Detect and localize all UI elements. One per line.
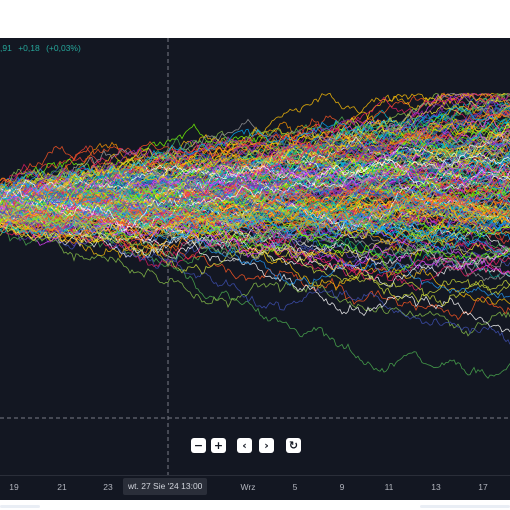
monte-carlo-plot[interactable] bbox=[0, 38, 510, 475]
simulation-path bbox=[0, 183, 510, 299]
time-tick: 21 bbox=[57, 482, 67, 492]
reset-icon: ↻ bbox=[288, 439, 299, 452]
zoom-in-button[interactable]: + bbox=[211, 438, 226, 453]
simulation-path bbox=[0, 183, 510, 245]
simulation-path bbox=[0, 197, 510, 243]
chart-pane[interactable] bbox=[0, 38, 510, 500]
simulation-path bbox=[0, 204, 510, 269]
zoom-in-icon: + bbox=[213, 439, 224, 452]
simulation-path bbox=[0, 153, 510, 216]
simulation-path bbox=[0, 105, 510, 225]
simulation-path bbox=[0, 104, 510, 216]
zoom-out-icon: − bbox=[193, 439, 204, 452]
simulation-path bbox=[0, 137, 510, 228]
simulation-path bbox=[0, 123, 510, 243]
time-tick: Wrz bbox=[240, 482, 256, 492]
scroll-right-button[interactable]: › bbox=[259, 438, 274, 453]
simulation-path bbox=[0, 110, 510, 215]
time-tick: 9 bbox=[339, 482, 345, 492]
simulation-path bbox=[0, 162, 510, 212]
scroll-left-button[interactable]: ‹ bbox=[237, 438, 252, 453]
legend-change: +0,18 bbox=[18, 43, 40, 53]
crosshair-time-label: wt. 27 Sie '24 13:00 bbox=[123, 478, 208, 495]
simulation-path bbox=[0, 191, 510, 282]
scrollbar-segment bbox=[0, 505, 40, 508]
simulation-path bbox=[0, 94, 510, 239]
simulation-path bbox=[0, 151, 510, 210]
simulation-path bbox=[0, 106, 510, 205]
legend-value: ,91 bbox=[0, 43, 12, 53]
time-tick: 23 bbox=[103, 482, 113, 492]
simulation-path bbox=[0, 170, 510, 229]
simulation-path bbox=[0, 172, 510, 305]
simulation-path bbox=[0, 171, 510, 213]
reset-chart-button[interactable]: ↻ bbox=[286, 438, 301, 453]
simulation-path bbox=[0, 201, 510, 345]
time-tick: 5 bbox=[292, 482, 298, 492]
time-tick: 19 bbox=[9, 482, 19, 492]
legend-readout: ,91 +0,18 (+0,03%) bbox=[0, 41, 85, 55]
simulation-path bbox=[0, 108, 510, 200]
simulation-path bbox=[0, 121, 510, 195]
bottom-strip bbox=[0, 500, 510, 510]
simulation-path bbox=[0, 196, 510, 229]
time-tick: 13 bbox=[431, 482, 441, 492]
chevron-right-icon: › bbox=[264, 439, 269, 452]
time-tick: 11 bbox=[384, 482, 394, 492]
simulation-path bbox=[0, 225, 510, 337]
scrollbar-segment bbox=[420, 505, 510, 508]
simulation-path bbox=[0, 217, 510, 261]
zoom-out-button[interactable]: − bbox=[191, 438, 206, 453]
simulation-path bbox=[0, 191, 510, 303]
simulation-path bbox=[0, 141, 510, 208]
time-tick: 17 bbox=[478, 482, 488, 492]
simulation-path bbox=[0, 187, 510, 242]
simulation-path bbox=[0, 207, 510, 287]
simulation-path bbox=[0, 152, 510, 232]
legend-change-percent: (+0,03%) bbox=[46, 43, 81, 53]
time-axis[interactable]: 19 21 23 Wrz 5 9 11 13 17 bbox=[0, 475, 510, 501]
simulation-path bbox=[0, 118, 510, 203]
chevron-left-icon: ‹ bbox=[242, 439, 247, 452]
simulation-path bbox=[0, 92, 510, 216]
simulation-path bbox=[0, 199, 510, 248]
simulation-path bbox=[0, 166, 510, 223]
simulation-path bbox=[0, 208, 510, 291]
simulation-path bbox=[0, 107, 510, 204]
simulation-path bbox=[0, 215, 510, 379]
simulation-path bbox=[0, 171, 510, 242]
simulation-path bbox=[0, 209, 510, 256]
